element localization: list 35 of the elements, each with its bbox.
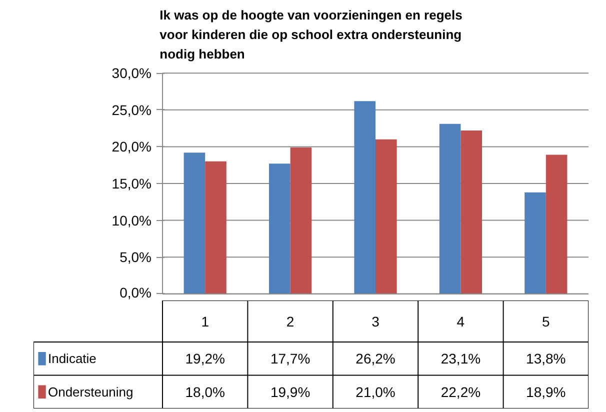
bar <box>290 147 312 294</box>
data-label: 22,2% <box>440 384 481 400</box>
x-tick-label: 3 <box>372 313 380 330</box>
y-tick-label: 20,0% <box>112 138 152 155</box>
bar <box>354 101 376 294</box>
data-label: 26,2% <box>356 350 396 367</box>
bar <box>269 164 290 294</box>
legend-label: Indicatie <box>48 351 96 366</box>
x-tick-label: 4 <box>456 313 465 330</box>
bar <box>524 192 546 294</box>
data-label: 19,2% <box>185 350 225 367</box>
data-label: 21,0% <box>356 384 396 400</box>
bar <box>376 139 397 294</box>
y-tick-label: 10,0% <box>112 212 152 228</box>
bar <box>460 130 482 294</box>
legend-label: Ondersteuning <box>48 384 134 400</box>
data-label: 18,0% <box>185 384 225 400</box>
y-tick-label: 15,0% <box>112 176 152 192</box>
chart-title: Ik was op de hoogte van voorzieningen en regels voor kinderen die op school extra ondersteuning nodig hebben <box>160 8 462 62</box>
y-tick-label: 25,0% <box>112 102 152 118</box>
bar <box>439 124 461 294</box>
data-label: 19,9% <box>270 384 310 400</box>
x-tick-label: 1 <box>201 313 210 330</box>
y-tick-label: 0,0% <box>120 284 152 300</box>
bar <box>205 161 226 294</box>
y-tick-label: 30,0% <box>112 65 152 82</box>
data-label: 23,1% <box>440 350 481 367</box>
x-tick-label: 2 <box>286 313 294 330</box>
x-tick-label: 5 <box>542 313 550 330</box>
bar <box>184 152 206 294</box>
bar <box>546 154 568 294</box>
data-label: 18,9% <box>526 384 566 400</box>
data-label: 17,7% <box>270 350 310 367</box>
data-label: 13,8% <box>526 350 566 367</box>
y-tick-label: 5,0% <box>120 249 152 266</box>
